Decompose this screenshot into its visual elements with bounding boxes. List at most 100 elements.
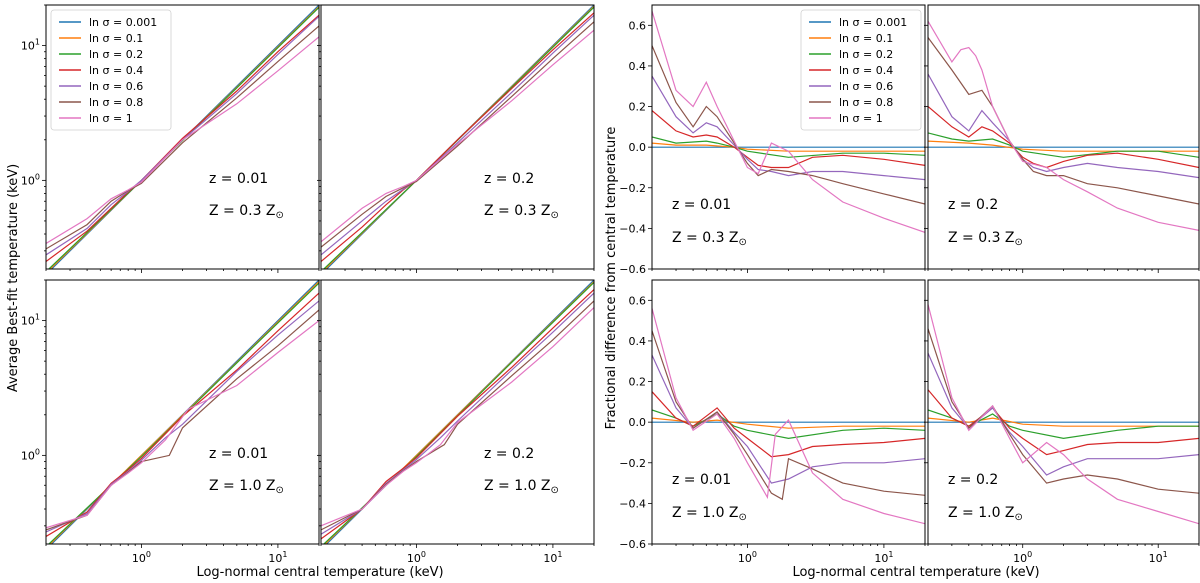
legend-box [50, 9, 172, 131]
series-line-0.1 [928, 140, 1199, 152]
series-line-0.1 [928, 417, 1199, 427]
legend-label: ln σ = 1 [839, 112, 883, 125]
series-line-1 [928, 20, 1199, 231]
series-line-0.6 [652, 75, 925, 181]
left-x-axis-label: Log-normal central temperature (keV) [196, 565, 443, 580]
x-tick-label: 100 [407, 550, 426, 565]
metallicity-annotation: Z = 1.0 Z⊙ [209, 478, 284, 496]
series-line-1 [321, 29, 594, 243]
legend: ln σ = 0.001 ln σ = 0.1 ln σ = 0.2 ln σ = 0… [50, 9, 172, 131]
left-bottom-0-panel: 100 101 100 101 z = 0.01 Z = 1.0 Z⊙ [21, 279, 320, 565]
redshift-annotation: z = 0.01 [672, 472, 731, 488]
right-y-axis-label: Fractional difference from central tempe… [604, 127, 619, 430]
y-tick-label: 0.2 [629, 376, 647, 389]
legend-label: ln σ = 0.6 [839, 80, 893, 93]
legend-label: ln σ = 0.4 [839, 64, 893, 77]
series-line-1 [321, 307, 594, 527]
legend-label: ln σ = 0.2 [839, 48, 893, 61]
series-line-0.2 [652, 409, 925, 440]
x-tick-label: 101 [543, 550, 562, 565]
right-bottom-0-series [652, 308, 925, 525]
metallicity-annotation: Z = 0.3 Z⊙ [484, 203, 559, 221]
legend: ln σ = 0.001 ln σ = 0.1 ln σ = 0.2 ln σ = 0… [800, 9, 922, 131]
axes-frame [320, 279, 595, 545]
redshift-annotation: z = 0.01 [209, 446, 268, 462]
series-line-0.6 [928, 352, 1199, 476]
legend-label: ln σ = 0.8 [89, 96, 143, 109]
y-tick-label: 100 [21, 172, 40, 187]
right-bottom-1-series [928, 304, 1199, 525]
series-line-0.8 [928, 37, 1199, 205]
legend-label: ln σ = 1 [89, 112, 133, 125]
series-line-0.1 [652, 142, 925, 152]
series-line-1 [46, 36, 319, 245]
left-top-1-series [321, 5, 594, 269]
y-tick-label: 0.4 [629, 60, 647, 73]
legend-label: ln σ = 0.1 [89, 32, 143, 45]
x-tick-label: 101 [268, 550, 287, 565]
y-tick-label: 0.0 [629, 416, 647, 429]
x-tick-label: 101 [874, 550, 893, 565]
series-line-0.8 [46, 25, 319, 250]
series-line-1 [652, 308, 925, 525]
series-line-0.4 [46, 292, 319, 538]
series-line-0.8 [652, 330, 925, 501]
right-bottom-0-panel: 100 101 0.6 0.4 0.2 0.0 −0.2 −0.4 −0.6 z = 0.01 Z … [619, 279, 926, 565]
y-tick-label: 0.4 [629, 335, 647, 348]
series-line-0.8 [46, 309, 319, 531]
left-y-axis-label: Average Best-fit temperature (keV) [6, 164, 21, 392]
series-line-0.8 [928, 328, 1199, 494]
metallicity-annotation: Z = 0.3 Z⊙ [948, 230, 1023, 248]
series-line-0.8 [321, 21, 594, 248]
series-line-0.6 [652, 354, 925, 484]
redshift-annotation: z = 0.2 [948, 197, 998, 213]
redshift-annotation: z = 0.01 [672, 197, 731, 213]
series-line-0.4 [652, 110, 925, 169]
y-tick-label: 0.2 [629, 101, 647, 114]
legend-label: ln σ = 0.1 [839, 32, 893, 45]
left-top-1-panel: z = 0.2 Z = 0.3 Z⊙ [317, 4, 595, 273]
right-top-1-panel: z = 0.2 Z = 0.3 Z⊙ [924, 4, 1200, 273]
legend-box [800, 9, 922, 131]
legend-label: ln σ = 0.8 [839, 96, 893, 109]
axes-frame [320, 4, 595, 270]
x-tick-label: 100 [738, 550, 757, 565]
y-tick-label: −0.6 [619, 538, 646, 551]
y-tick-label: 0.6 [629, 294, 647, 307]
series-line-0.4 [652, 391, 925, 458]
series-line-0.6 [928, 73, 1199, 179]
y-tick-label: −0.2 [619, 182, 646, 195]
series-line-1 [46, 320, 319, 529]
redshift-annotation: z = 0.2 [948, 472, 998, 488]
redshift-annotation: z = 0.2 [484, 446, 534, 462]
metallicity-annotation: Z = 1.0 Z⊙ [484, 478, 559, 496]
metallicity-annotation: Z = 1.0 Z⊙ [948, 505, 1023, 523]
axes-frame [45, 279, 320, 545]
right-top-0-series [652, 10, 925, 233]
y-tick-label: −0.2 [619, 457, 646, 470]
y-tick-label: −0.4 [619, 497, 646, 510]
metallicity-annotation: Z = 1.0 Z⊙ [672, 505, 747, 523]
left-bottom-1-series [321, 280, 594, 544]
left-bottom-0-series [46, 280, 319, 544]
y-tick-label: 101 [21, 38, 40, 53]
left-bottom-1-panel: 100 101 z = 0.2 Z = 1.0 Z⊙ [317, 279, 595, 565]
series-line-0.4 [928, 106, 1199, 169]
series-line-0.6 [321, 292, 594, 535]
series-line-0.6 [46, 300, 319, 533]
right-top-0-panel: 0.6 0.4 0.2 0.0 −0.2 −0.4 −0.6 z = 0.01 Z = 0.3 … [619, 4, 926, 276]
y-tick-label: 100 [21, 447, 40, 462]
metallicity-annotation: Z = 0.3 Z⊙ [209, 203, 284, 221]
series-line-0.1 [652, 417, 925, 429]
x-tick-label: 100 [132, 550, 151, 565]
y-tick-label: −0.6 [619, 263, 646, 276]
left-top-0-series [46, 5, 319, 269]
redshift-annotation: z = 0.01 [209, 171, 268, 187]
series-line-0.2 [47, 282, 319, 544]
y-tick-label: −0.4 [619, 222, 646, 235]
legend-label: ln σ = 0.2 [89, 48, 143, 61]
legend-label: ln σ = 0.001 [839, 16, 907, 29]
